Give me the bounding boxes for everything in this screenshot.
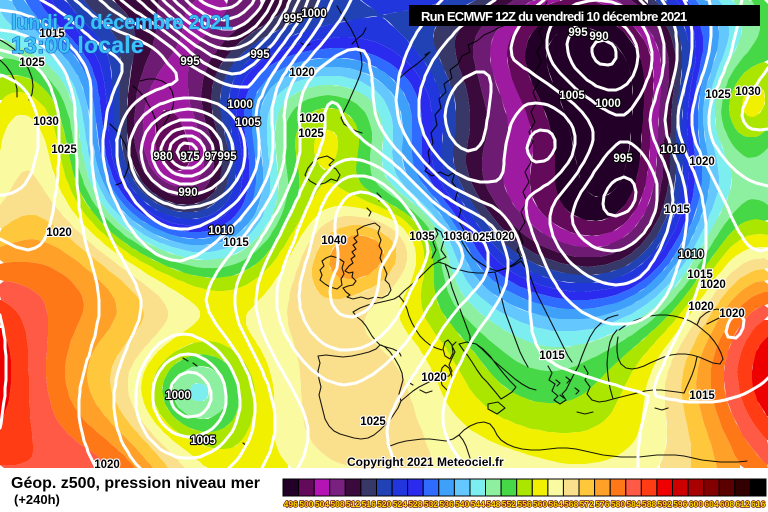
svg-text:528: 528 bbox=[408, 499, 423, 509]
svg-text:1015: 1015 bbox=[39, 28, 65, 40]
svg-text:Copyright 2021 Meteociel.fr: Copyright 2021 Meteociel.fr bbox=[347, 455, 504, 469]
svg-text:1015: 1015 bbox=[539, 350, 565, 362]
svg-text:990: 990 bbox=[178, 187, 197, 199]
svg-text:Run ECMWF 12Z du vendredi 10 d: Run ECMWF 12Z du vendredi 10 décembre 20… bbox=[421, 9, 687, 24]
svg-text:13:00 locale: 13:00 locale bbox=[11, 32, 144, 58]
svg-text:lundi 20 décembre 2021: lundi 20 décembre 2021 bbox=[11, 12, 232, 34]
svg-text:592: 592 bbox=[658, 499, 673, 509]
svg-text:1020: 1020 bbox=[289, 67, 315, 79]
svg-text:1010: 1010 bbox=[208, 225, 234, 237]
svg-text:1000: 1000 bbox=[165, 390, 191, 402]
svg-text:995: 995 bbox=[180, 56, 200, 68]
svg-text:556: 556 bbox=[517, 499, 532, 509]
svg-text:532: 532 bbox=[424, 499, 439, 509]
svg-text:97: 97 bbox=[205, 151, 218, 163]
svg-text:552: 552 bbox=[502, 499, 517, 509]
svg-text:1025: 1025 bbox=[51, 144, 77, 156]
svg-text:Géop. z500, pression niveau me: Géop. z500, pression niveau mer bbox=[11, 475, 260, 492]
svg-text:1025: 1025 bbox=[19, 57, 45, 69]
svg-text:975: 975 bbox=[180, 151, 200, 163]
svg-text:1000: 1000 bbox=[227, 99, 253, 111]
svg-text:995: 995 bbox=[283, 13, 303, 25]
svg-text:1020: 1020 bbox=[46, 227, 72, 239]
svg-text:576: 576 bbox=[595, 499, 610, 509]
svg-text:995: 995 bbox=[613, 153, 633, 165]
svg-text:(+240h): (+240h) bbox=[14, 492, 60, 507]
svg-text:568: 568 bbox=[564, 499, 579, 509]
svg-text:524: 524 bbox=[393, 499, 408, 509]
svg-text:1035: 1035 bbox=[409, 231, 435, 243]
svg-text:1020: 1020 bbox=[299, 113, 325, 125]
svg-text:616: 616 bbox=[751, 499, 766, 509]
svg-text:1025: 1025 bbox=[705, 89, 731, 101]
svg-text:500: 500 bbox=[299, 499, 314, 509]
svg-text:980: 980 bbox=[153, 151, 172, 163]
svg-text:1015: 1015 bbox=[687, 269, 713, 281]
svg-text:1015: 1015 bbox=[664, 204, 690, 216]
svg-text:1030: 1030 bbox=[33, 116, 59, 128]
svg-text:612: 612 bbox=[735, 499, 750, 509]
svg-text:540: 540 bbox=[455, 499, 470, 509]
svg-text:995: 995 bbox=[217, 151, 237, 163]
svg-text:1020: 1020 bbox=[421, 372, 447, 384]
svg-text:596: 596 bbox=[673, 499, 688, 509]
svg-text:608: 608 bbox=[720, 499, 735, 509]
svg-text:600: 600 bbox=[689, 499, 704, 509]
svg-text:564: 564 bbox=[548, 499, 563, 509]
svg-text:604: 604 bbox=[704, 499, 719, 509]
svg-text:1030: 1030 bbox=[735, 86, 761, 98]
svg-text:1020: 1020 bbox=[719, 308, 745, 320]
svg-text:512: 512 bbox=[346, 499, 361, 509]
svg-text:588: 588 bbox=[642, 499, 657, 509]
svg-text:544: 544 bbox=[471, 499, 486, 509]
svg-text:1005: 1005 bbox=[190, 435, 216, 447]
svg-text:1020: 1020 bbox=[689, 156, 715, 168]
svg-text:1015: 1015 bbox=[223, 237, 249, 249]
svg-text:516: 516 bbox=[362, 499, 377, 509]
svg-text:1010: 1010 bbox=[660, 144, 686, 156]
svg-text:1020: 1020 bbox=[489, 231, 515, 243]
svg-text:1005: 1005 bbox=[559, 90, 585, 102]
svg-text:504: 504 bbox=[315, 499, 330, 509]
svg-text:584: 584 bbox=[626, 499, 641, 509]
svg-text:580: 580 bbox=[611, 499, 626, 509]
svg-text:560: 560 bbox=[533, 499, 548, 509]
svg-text:548: 548 bbox=[486, 499, 501, 509]
svg-text:572: 572 bbox=[580, 499, 595, 509]
svg-text:1020: 1020 bbox=[700, 279, 726, 291]
svg-text:508: 508 bbox=[330, 499, 345, 509]
svg-text:536: 536 bbox=[439, 499, 454, 509]
svg-text:995: 995 bbox=[568, 27, 588, 39]
svg-text:1005: 1005 bbox=[235, 117, 261, 129]
svg-text:1000: 1000 bbox=[595, 98, 621, 110]
svg-text:995: 995 bbox=[250, 49, 270, 61]
svg-text:1015: 1015 bbox=[689, 390, 715, 402]
svg-text:496: 496 bbox=[284, 499, 299, 509]
svg-text:1025: 1025 bbox=[298, 128, 324, 140]
svg-text:1025: 1025 bbox=[360, 416, 386, 428]
svg-text:1020: 1020 bbox=[688, 301, 714, 313]
svg-text:1000: 1000 bbox=[301, 8, 327, 20]
svg-text:990: 990 bbox=[589, 31, 608, 43]
svg-text:520: 520 bbox=[377, 499, 392, 509]
svg-text:1040: 1040 bbox=[321, 235, 347, 247]
svg-text:1025: 1025 bbox=[466, 232, 492, 244]
svg-text:1010: 1010 bbox=[678, 249, 704, 261]
svg-text:1020: 1020 bbox=[94, 459, 120, 471]
svg-text:1030: 1030 bbox=[443, 231, 469, 243]
